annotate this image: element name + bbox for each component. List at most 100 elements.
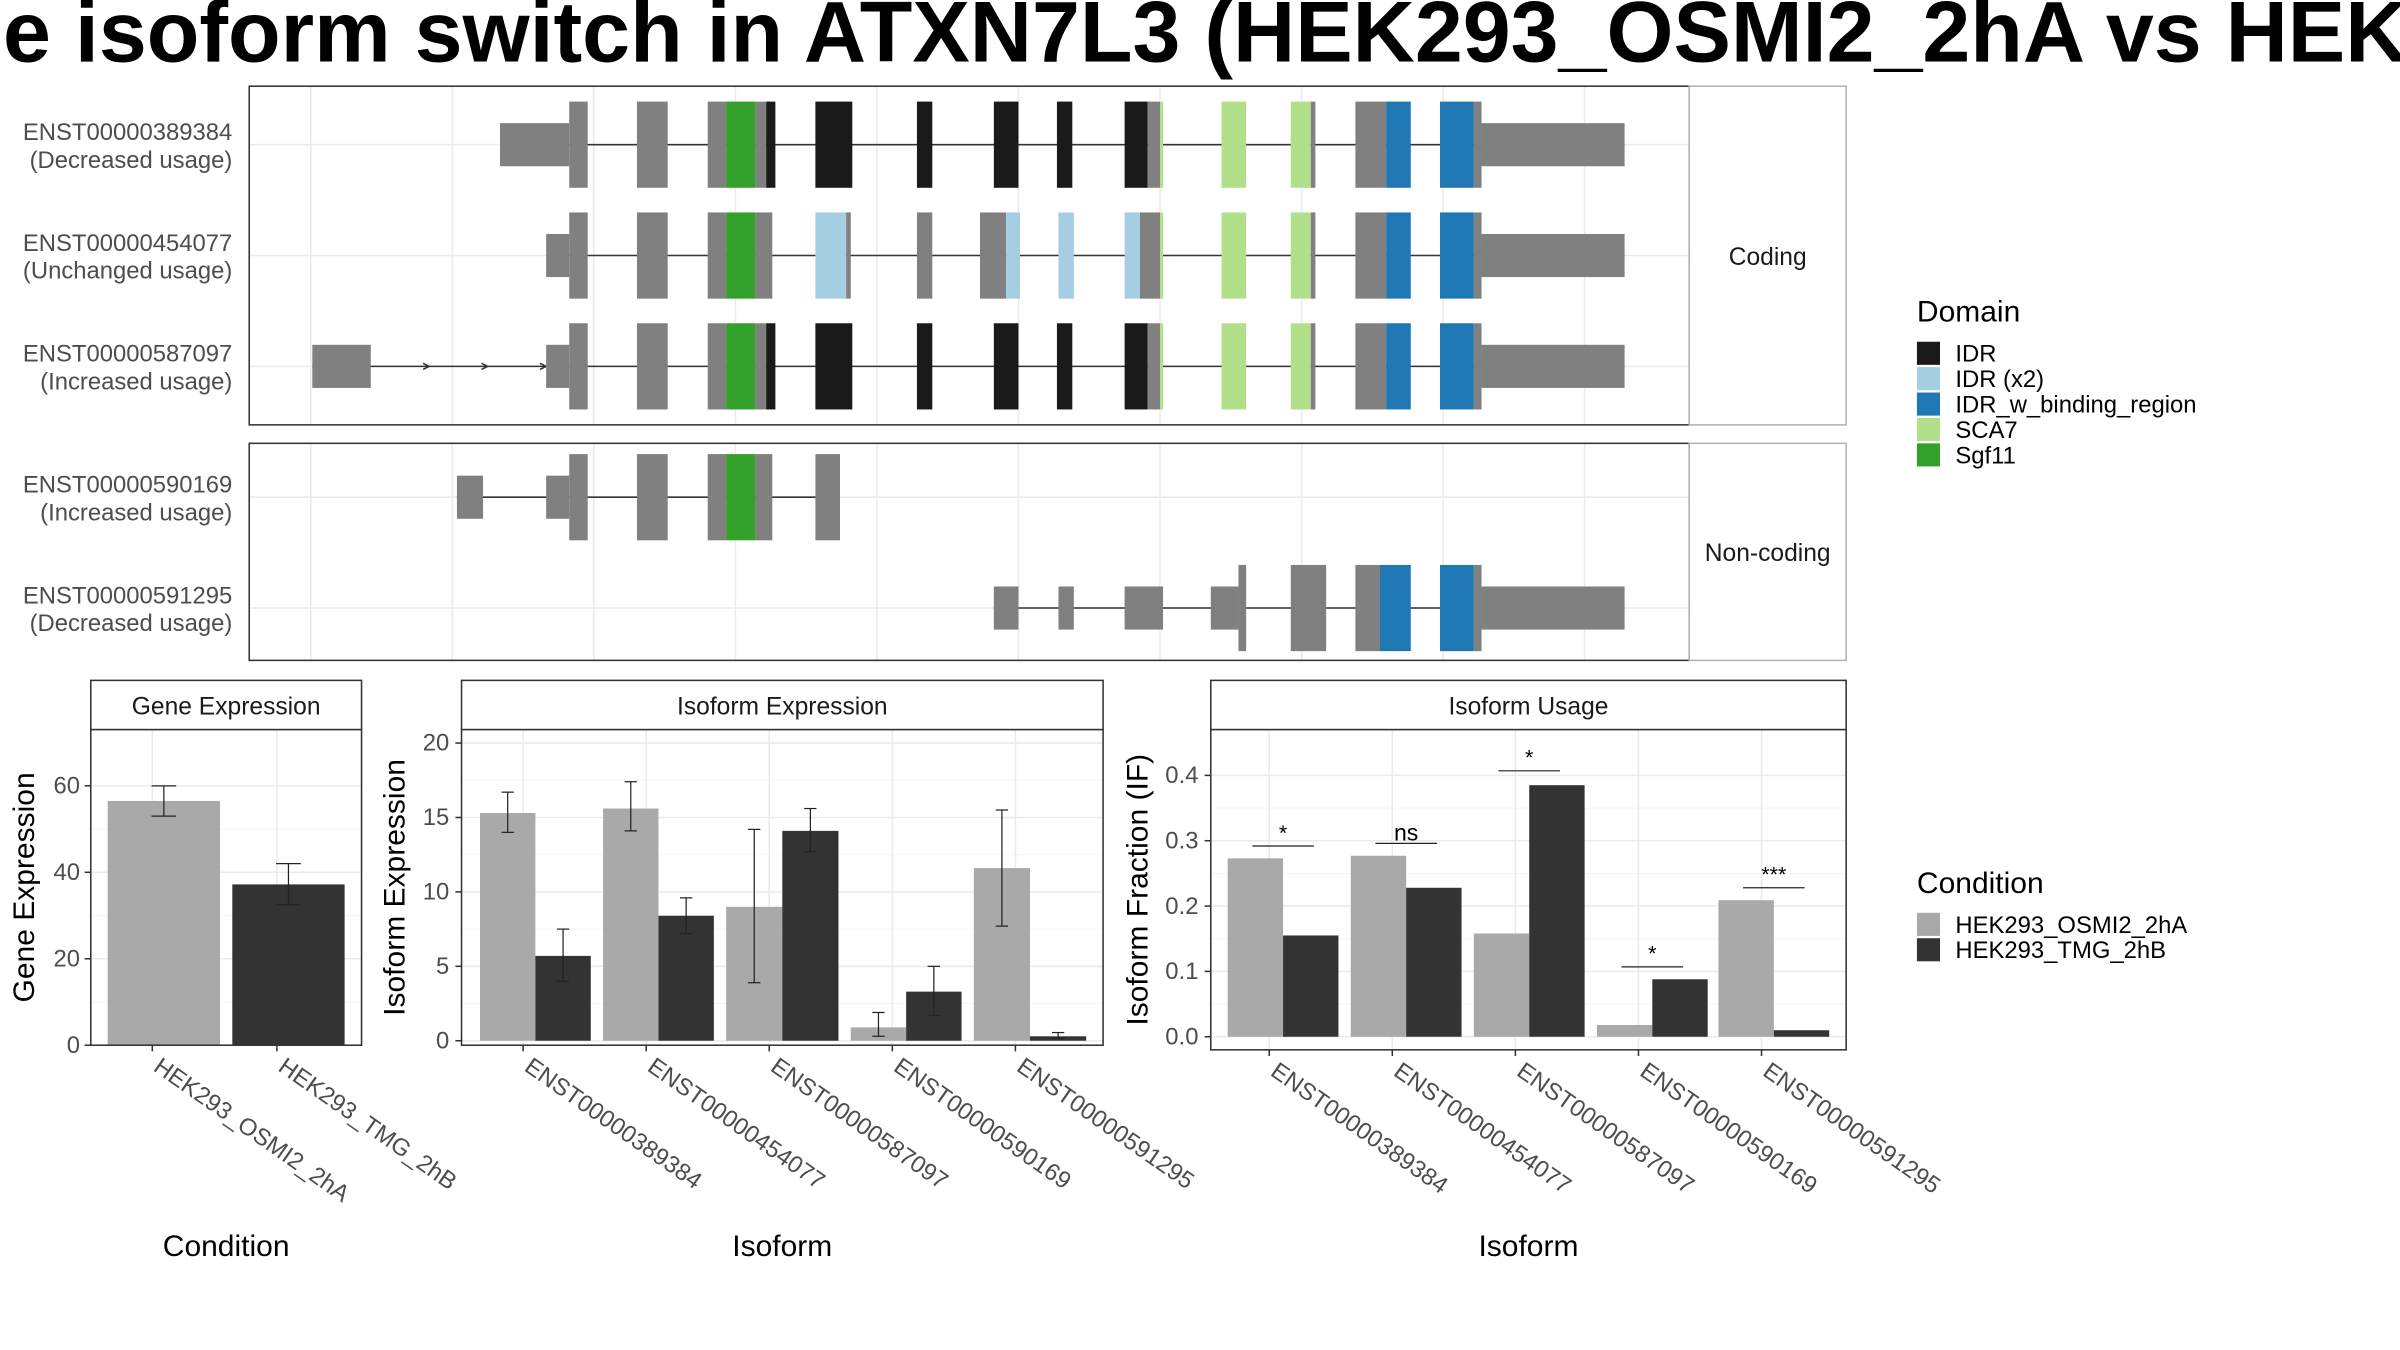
domain-segment [726,454,756,541]
bar [1652,979,1708,1037]
domain-segment [1290,212,1311,299]
chart-strip [1210,679,1847,731]
domain-segment [1058,212,1074,299]
chart-title: Isoform Expression [677,693,888,720]
significance-label: ns [1394,819,1418,845]
y-tick-label: 0.2 [1165,893,1198,920]
utr-exon [1481,123,1625,167]
coding-exon [980,212,1007,299]
domain-segment [726,101,756,188]
domain-segment [1124,323,1148,410]
facet-strip-label: Non-coding [1705,540,1831,567]
domain-segment [1440,564,1474,652]
coding-exon [755,101,767,188]
y-axis-title: Isoform Expression [379,759,412,1016]
coding-exon [755,454,773,541]
utr-exon [1124,586,1164,630]
domain-legend-title: Domain [1917,296,2020,329]
chart-title: Isoform Usage [1448,693,1608,720]
coding-exon [569,212,588,299]
significance-label: * [1525,746,1534,770]
coding-exon [1355,564,1380,652]
domain-segment [916,323,933,410]
domain-legend-label: IDR (x2) [1955,366,2044,393]
bar [1283,935,1339,1037]
x-axis-title: Isoform [1478,1230,1578,1263]
condition-legend-label: HEK293_OSMI2_2hA [1955,912,2187,939]
domain-segment [1386,323,1411,410]
coding-exon [707,454,727,541]
chart-plot-border [1210,728,1847,1051]
strand-arrow [422,362,431,371]
coding-exon [1473,101,1482,188]
coding-exon [636,323,668,410]
figure-title: e isoform switch in ATXN7L3 (HEK293_OSMI… [3,0,2400,81]
coding-exon [755,323,767,410]
coding-exon [1355,212,1387,299]
utr-exon [1481,586,1625,630]
transcript-structure-panel: CodingNon-codingENST00000389384(Decrease… [23,85,1847,662]
domain-segment [1386,212,1411,299]
coding-exon [636,212,668,299]
domain-segment [1221,212,1247,299]
coding-exon [707,101,727,188]
coding-exon [1310,323,1316,410]
domain-segment [993,323,1019,410]
coding-exon [569,454,588,541]
domain-segment [916,101,933,188]
domain-legend-label: IDR_w_binding_region [1955,392,2196,419]
coding-exon [1147,323,1160,410]
bar [232,884,345,1046]
domain-segment [1221,323,1247,410]
domain-legend-swatch [1916,392,1940,416]
y-tick-label: 60 [53,773,80,800]
coding-exon [569,323,588,410]
transcript-id-label: ENST00000389384 [23,119,232,146]
transcript-usage-label: (Decreased usage) [30,610,233,637]
coding-exon [636,454,668,541]
coding-exon [1355,101,1387,188]
utr-exon [546,475,570,519]
y-axis-title: Isoform Fraction (IF) [1122,754,1155,1026]
chart-strip [90,679,363,731]
coding-exon [1290,564,1327,652]
transcript-id-label: ENST00000587097 [23,341,232,368]
domain-segment [1440,212,1474,299]
coding-exon [1147,101,1160,188]
y-tick-label: 0 [436,1027,449,1054]
bar [107,800,220,1046]
y-tick-label: 20 [423,730,450,757]
expression-bar-charts: Gene Expression0204060HEK293_OSMI2_2hAHE… [8,679,1945,1263]
transcript-usage-label: (Increased usage) [40,368,232,395]
bar [1529,785,1585,1037]
y-tick-label: 0.0 [1165,1023,1198,1050]
bar [1596,1024,1653,1037]
domain-legend-swatch [1916,341,1940,365]
utr-exon [1481,344,1625,388]
domain-segment [815,323,853,410]
x-axis-title: Isoform [732,1230,832,1263]
utr-exon [993,586,1019,630]
domain-legend-label: IDR [1955,341,1996,368]
facet-strip [1688,442,1847,662]
y-tick-label: 0.1 [1165,958,1198,985]
domain-segment [1124,101,1148,188]
chart-title: Gene Expression [132,693,321,720]
condition-legend-title: Condition [1917,867,2044,900]
domain-segment [1124,212,1140,299]
domain-segment [766,323,776,410]
bar [1473,933,1530,1037]
transcript-usage-label: (Decreased usage) [30,147,233,174]
utr-exon [546,344,570,388]
transcript-usage-label: (Unchanged usage) [23,258,232,285]
coding-exon [707,323,727,410]
bar [1718,900,1774,1037]
utr-exon [546,233,570,278]
coding-exon [916,212,933,299]
domain-legend-swatch [1916,443,1940,467]
coding-exon [846,212,851,299]
coding-exon [1310,101,1316,188]
y-tick-label: 15 [423,804,450,831]
